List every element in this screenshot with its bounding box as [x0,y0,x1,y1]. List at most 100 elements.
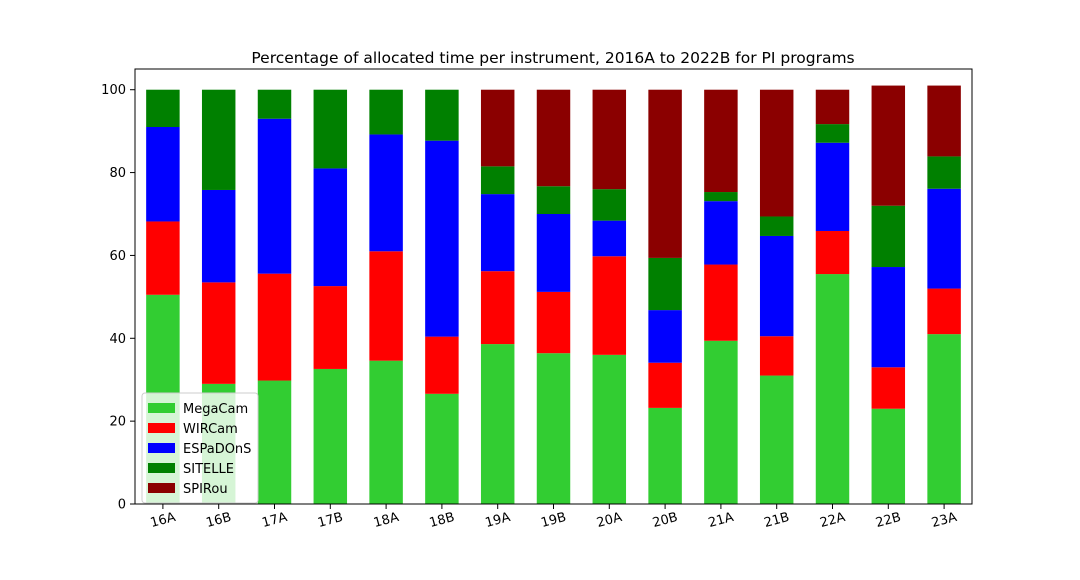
bar-sitelle-23a [927,156,961,189]
bar-espadons-21b [759,235,794,337]
x-tick-label: 17B [316,510,344,531]
bar-sitelle-21a [704,192,738,202]
bar-spirou-20a [592,89,627,190]
bar-sitelle-22b [871,205,906,268]
bar-wircam-18b [425,336,459,394]
bar-espadons-16b [201,189,236,283]
x-tick-label: 18B [428,510,456,531]
bar-megacam-21a [704,340,738,504]
bar-espadons-19a [480,194,515,272]
bar-megacam-23a [927,334,961,504]
bar-sitelle-20a [592,189,627,221]
y-axis: 0 20 40 60 80 100 [101,83,135,513]
y-tick-label: 0 [118,498,126,513]
bar-megacam-19a [480,344,515,504]
x-tick-label: 21B [763,510,791,531]
bar-spirou-21b [759,89,794,217]
bar-megacam-18b [425,393,459,504]
legend-swatch-wircam [148,423,175,433]
bar-espadons-20a [592,220,627,257]
bar-spirou-20b [648,89,682,258]
bar-espadons-17b [313,168,348,287]
bar-wircam-22a [815,230,850,275]
x-tick-label: 17A [260,510,289,531]
bar-sitelle-16b [201,89,236,190]
bar-sitelle-18b [425,89,459,141]
bar-wircam-21b [759,336,794,376]
x-tick-label: 16A [149,510,178,531]
bar-sitelle-20b [648,257,682,311]
y-tick-label: 100 [101,83,126,98]
bar-spirou-19a [480,89,515,167]
y-tick-label: 60 [109,249,126,264]
legend-label-sitelle: SITELLE [183,462,234,477]
legend: MegaCam WIRCam ESPaDOnS SITELLE SPIRou [141,392,259,504]
bar-sitelle-21b [759,216,794,236]
bar-espadons-19b [536,214,571,292]
x-tick-label: 23A [930,510,959,531]
bar-megacam-20b [648,407,682,504]
legend-box [141,392,259,504]
bar-megacam-17b [313,368,348,504]
bar-sitelle-16a [146,89,180,127]
bar-spirou-22b [871,85,906,206]
bar-espadons-23a [927,188,961,289]
bar-megacam-21b [759,375,794,504]
x-axis: 16A 16B 17A 17B 18A 18B 19A 19B 20A 20B 21A 21B 22A 2… [149,504,959,531]
x-tick-label: 22A [818,510,847,531]
x-tick-label: 16B [205,510,233,531]
bar-espadons-18b [425,140,459,337]
x-tick-label: 20B [651,510,679,531]
legend-label-megacam: MegaCam [183,402,248,417]
x-tick-label: 19B [539,510,567,531]
bar-megacam-22a [815,274,850,504]
bar-wircam-20b [648,362,682,408]
legend-label-spirou: SPIRou [183,482,228,497]
bar-wircam-16b [201,282,236,384]
bar-espadons-20b [648,310,682,363]
y-tick-label: 40 [109,332,126,347]
bars-layer [146,85,961,504]
legend-label-wircam: WIRCam [183,422,238,437]
bar-espadons-21a [704,201,738,265]
bar-wircam-22b [871,367,906,409]
bar-sitelle-18a [369,89,403,135]
bar-megacam-19b [536,353,571,504]
bar-sitelle-17a [257,89,292,119]
bar-wircam-18a [369,251,403,361]
bar-espadons-22b [871,267,906,368]
bar-wircam-21a [704,264,738,341]
bar-espadons-16a [146,127,180,222]
x-tick-label: 21A [707,510,736,531]
bar-spirou-21a [704,89,738,193]
bar-sitelle-19b [536,186,571,214]
bar-megacam-20a [592,354,627,504]
y-tick-label: 20 [109,415,126,430]
bar-wircam-23a [927,288,961,335]
bar-wircam-20a [592,256,627,355]
plot-frame [134,68,973,505]
legend-swatch-spirou [148,483,175,493]
y-tick-label: 80 [109,166,126,181]
x-tick-label: 22B [874,510,902,531]
bar-sitelle-22a [815,124,850,143]
bar-megacam-22b [871,408,906,504]
legend-swatch-sitelle [148,463,175,473]
bar-wircam-19b [536,291,571,354]
bar-megacam-17a [257,380,292,504]
bar-wircam-17a [257,273,292,381]
legend-swatch-espadons [148,443,175,453]
bar-spirou-22a [815,89,850,125]
x-tick-label: 18A [372,510,401,531]
legend-swatch-megacam [148,403,175,413]
bar-sitelle-17b [313,89,348,169]
chart-title: Percentage of allocated time per instrum… [251,49,854,67]
x-tick-label: 19A [484,510,513,531]
bar-spirou-23a [927,85,961,157]
legend-label-espadons: ESPaDOnS [183,442,251,457]
bar-espadons-17a [257,118,292,274]
bar-espadons-18a [369,134,403,252]
bar-wircam-19a [480,271,515,345]
